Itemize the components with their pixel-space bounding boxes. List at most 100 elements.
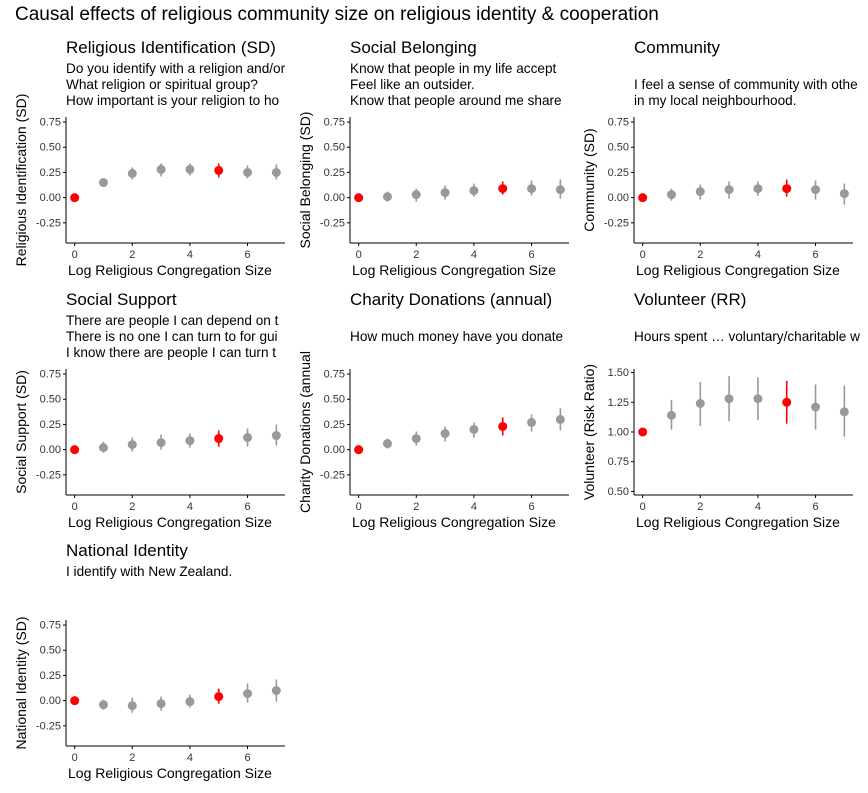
data-point [185,164,195,174]
chart-panel: Community I feel a sense of community wi… [583,38,867,290]
x-tick-label: 0 [72,501,78,513]
x-tick-label: 2 [129,501,135,513]
data-point [271,686,281,696]
chart-panel: Religious Identification (SD) Do you iden… [15,38,299,290]
data-point [753,184,763,194]
x-tick-label: 2 [697,501,703,513]
highlight-point [354,445,364,455]
y-axis-label: Community (SD) [583,128,597,231]
panel-title: National Identity [66,541,188,560]
y-tick-label: -0.25 [604,217,629,229]
highlight-point [70,193,80,203]
data-point [555,185,565,195]
x-axis-label: Log Religious Congregation Size [68,514,272,530]
x-tick-label: 6 [528,249,534,261]
data-point [382,192,392,202]
data-point [839,189,849,199]
description-line: in my local neighbourhood. [634,93,797,108]
y-tick-label: 0.75 [40,117,61,129]
chart-panel: Social Belonging Know that people in my l… [299,38,583,290]
data-point [666,410,676,420]
panel-title: Volunteer (RR) [634,290,747,309]
data-point [271,167,281,177]
y-tick-label: 0.00 [40,444,61,456]
x-axis-label: Log Religious Congregation Size [636,514,840,530]
panel-description: How much money have you donate [350,313,563,361]
panel-description: Know that people in my life accept Feel l… [350,61,562,109]
y-axis-label: Religious Identification (SD) [15,94,29,267]
data-point [156,164,166,174]
data-point [98,700,108,710]
y-tick-label: 0.50 [324,394,345,406]
data-point [156,438,166,448]
y-tick-label: -0.25 [36,217,61,229]
data-point [127,440,137,450]
x-tick-label: 0 [640,249,646,261]
x-tick-label: 4 [187,249,193,261]
y-tick-label: 0.75 [40,620,61,632]
x-tick-label: 6 [244,501,250,513]
data-point [243,433,253,443]
panel-description: Do you identify with a religion and/or Wh… [66,61,285,109]
data-point [440,188,450,198]
figure-title: Causal effects of religious community si… [15,4,659,25]
description-line: Know that people in my life accept [350,61,557,76]
y-tick-label: 0.50 [608,486,629,498]
y-tick-label: 0.25 [324,167,345,179]
y-tick-label: 0.25 [40,419,61,431]
description-line: I know there are people I can turn t [66,345,277,360]
x-tick-label: 2 [129,752,135,764]
y-tick-label: 0.00 [608,192,629,204]
description-line: There is no one I can turn to for gui [66,329,278,344]
data-point [469,424,479,434]
x-tick-label: 4 [755,249,761,261]
data-point [98,178,108,188]
highlight-point [70,445,80,455]
highlight-point [638,427,648,437]
description-line: I feel a sense of community with othe [634,77,858,92]
panel-title: Community [634,38,720,57]
data-point [839,407,849,417]
panel-description: I identify with New Zealand. [66,564,232,612]
x-tick-label: 2 [413,249,419,261]
x-tick-label: 0 [72,752,78,764]
description-line: Hours spent … voluntary/charitable w [634,329,860,344]
data-point [811,185,821,195]
y-tick-label: 0.00 [40,192,61,204]
x-tick-label: 0 [356,249,362,261]
data-point [271,431,281,441]
y-tick-label: 0.00 [324,192,345,204]
chart-panel: Charity Donations (annual) How much mone… [299,290,583,542]
x-tick-label: 6 [812,501,818,513]
y-tick-label: 0.00 [40,695,61,707]
description-line: What religion or spiritual group? [66,77,258,92]
data-point [243,167,253,177]
description-line: Do you identify with a religion and/or [66,61,286,76]
data-point [695,398,705,408]
data-point [243,689,253,699]
data-point [382,439,392,449]
data-point [185,436,195,446]
highlight-point [782,184,792,194]
highlight-point [214,692,224,702]
description-line: How important is your religion to ho [66,93,280,108]
x-axis-label: Log Religious Congregation Size [68,765,272,781]
highlight-point [214,165,224,175]
panel-description: There are people I can depend on t There … [66,313,278,361]
y-axis-label: Volunteer (Risk Ratio) [583,364,597,500]
highlight-point [498,184,508,194]
chart-panel: Volunteer (RR) Hours spent … voluntary/c… [583,290,867,542]
y-tick-label: 1.50 [608,367,629,379]
data-point [811,402,821,412]
highlight-point [70,696,80,706]
y-axis-label: Social Belonging (SD) [299,112,313,249]
highlight-point [498,421,508,431]
data-point [411,190,421,200]
y-tick-label: 0.75 [324,117,345,129]
data-point [127,701,137,711]
x-tick-label: 2 [413,501,419,513]
x-tick-label: 0 [72,249,78,261]
